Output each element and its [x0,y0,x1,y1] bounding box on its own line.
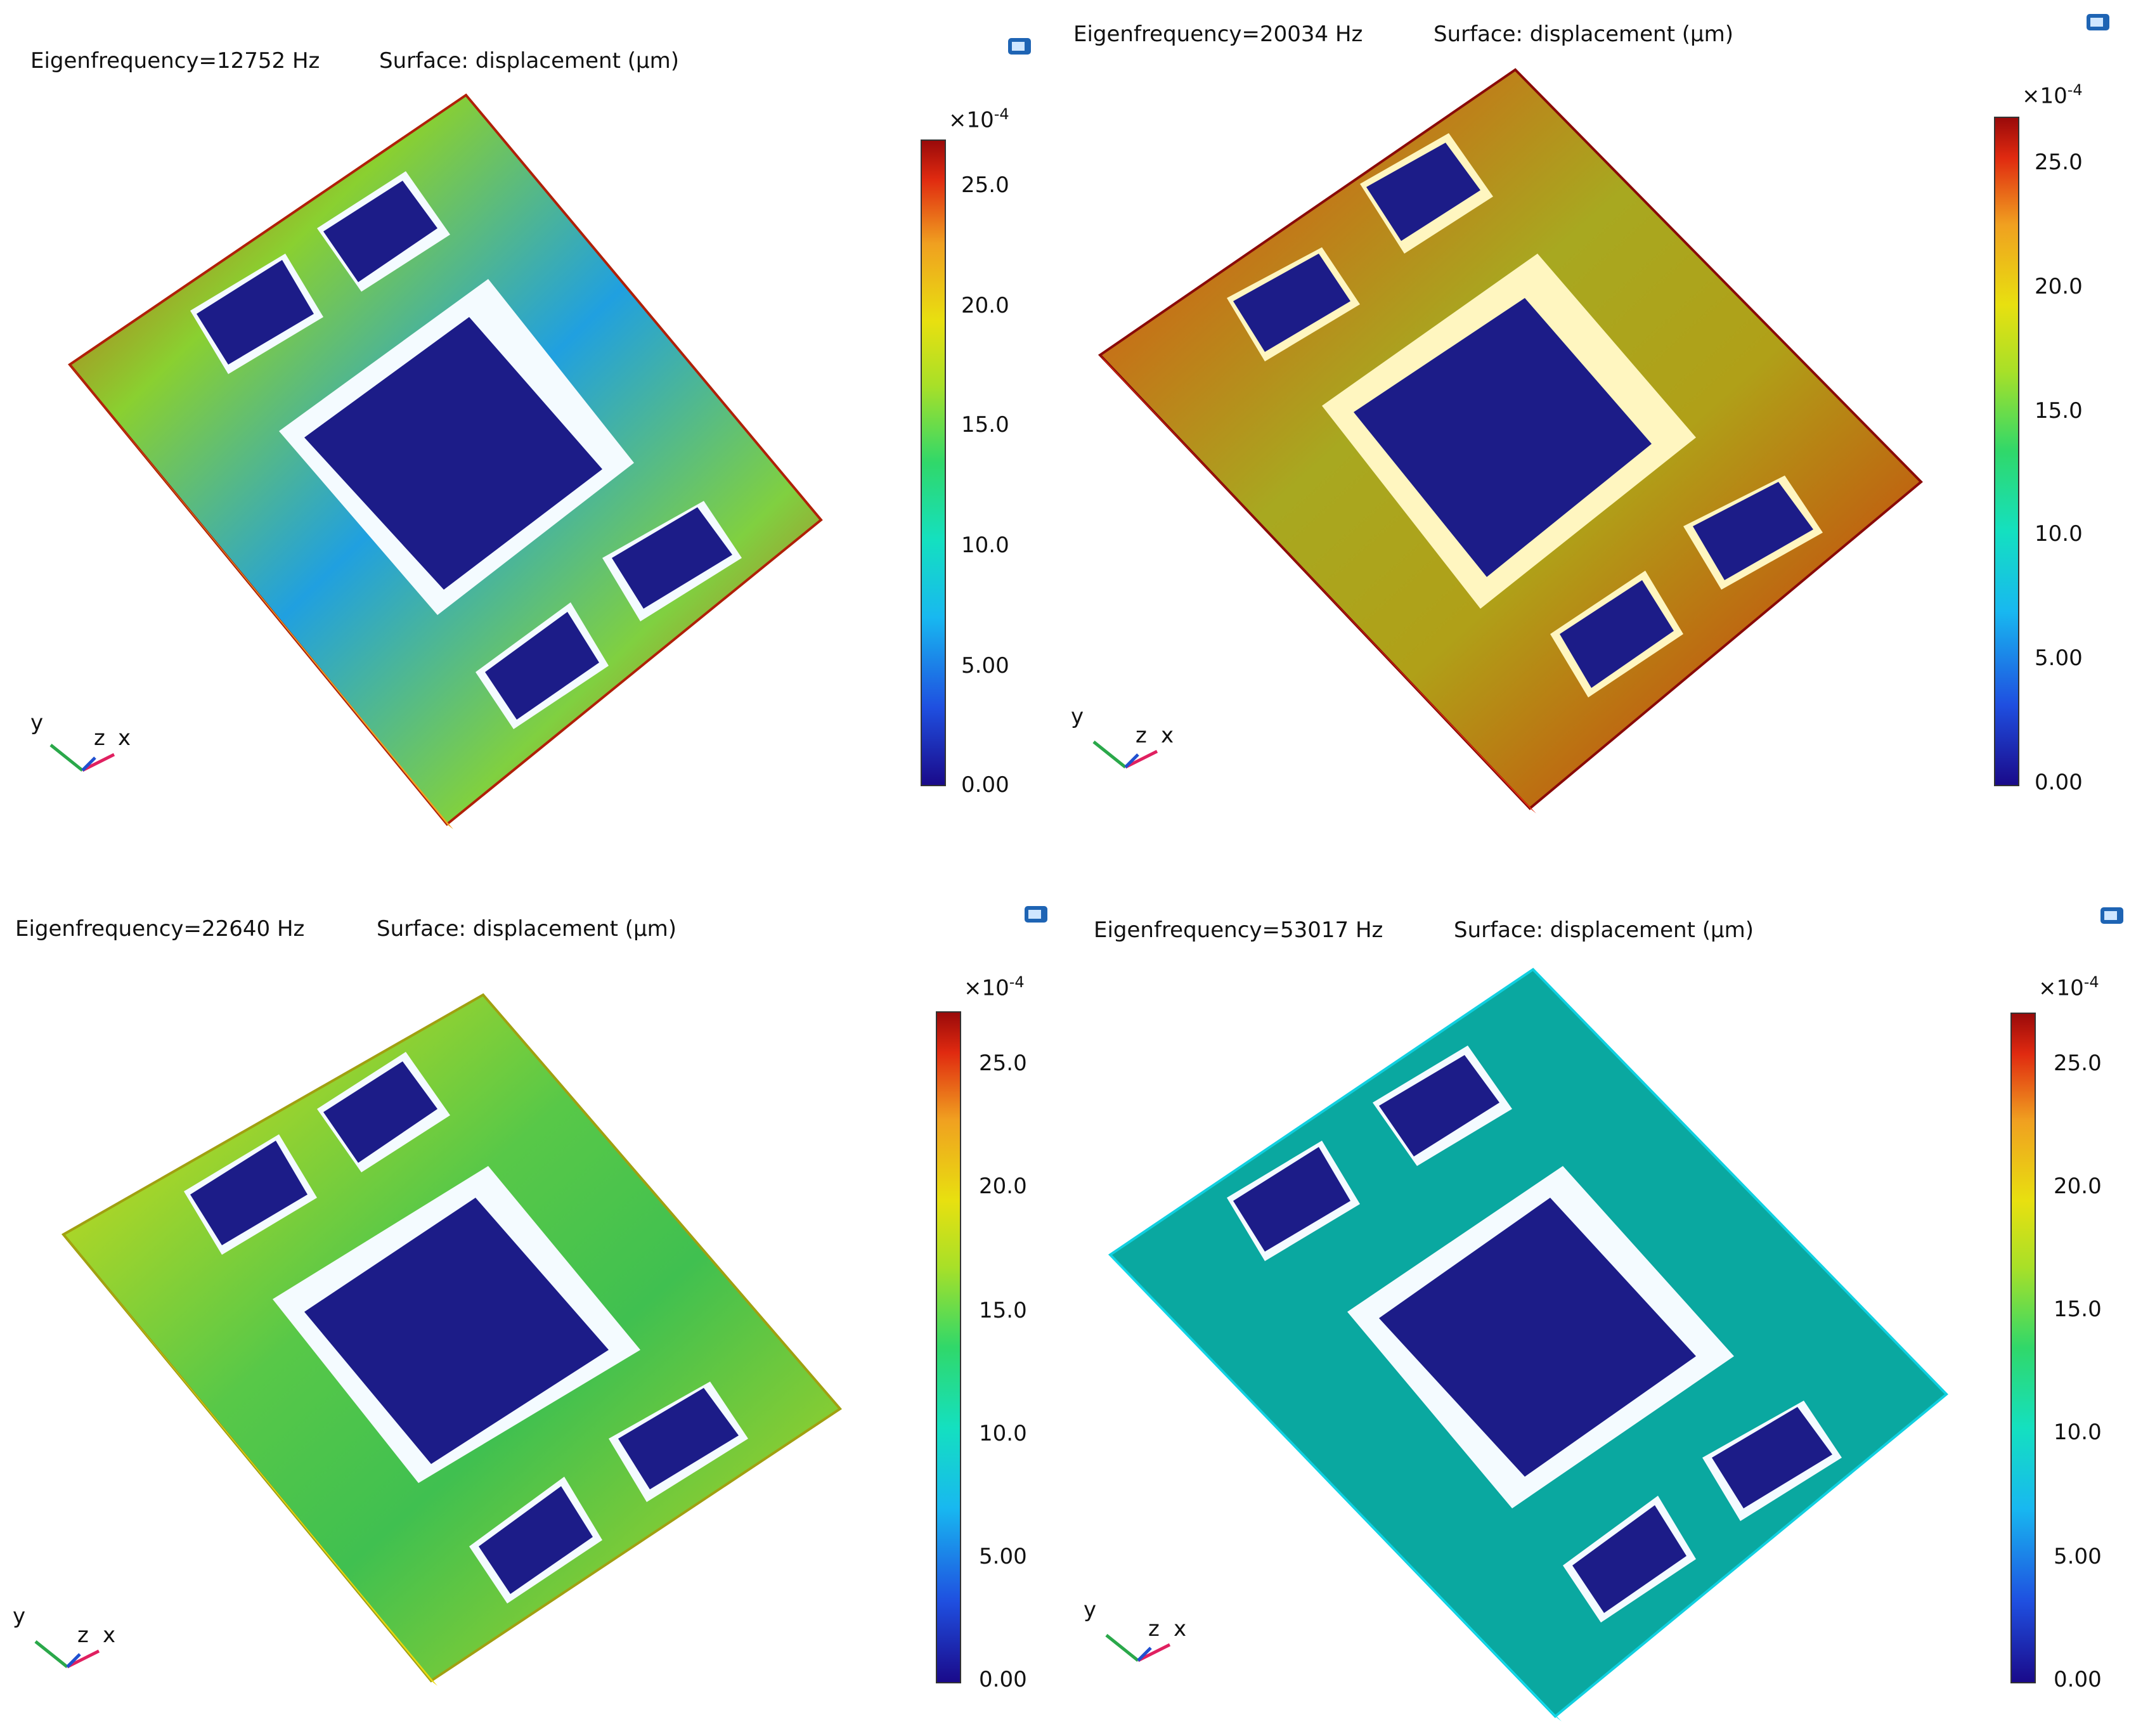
plot-3d-view[interactable] [0,868,1068,1736]
surface-label: Surface: displacement (µm) [1454,917,1754,943]
colorbar [921,139,946,786]
colorbar-tick: 20.0 [979,1174,1027,1199]
colorbar-tick: 20.0 [2054,1174,2102,1199]
camera-icon[interactable] [1023,904,1049,925]
plot-3d-view[interactable] [1068,0,2136,868]
colorbar-tick: 10.0 [961,533,1009,558]
pad-top-comb [1379,1055,1499,1156]
pad-top-comb [323,181,437,282]
colorbar-tick: 10.0 [979,1421,1027,1446]
comb-array [304,1198,609,1464]
axis-z-label: z [1148,1616,1160,1642]
axis-x-label: x [103,1623,116,1648]
colorbar-scale: ×10-4 [2038,973,2099,1001]
colorbar-tick: 20.0 [961,293,1009,318]
colorbar-tick: 0.00 [2035,770,2083,795]
result-panel-1: Eigenfrequency=12752 Hz Surface: displac… [0,0,1068,868]
plot-3d-view[interactable] [1068,868,2136,1736]
axis-y-label: y [13,1603,26,1629]
colorbar-tick: 25.0 [979,1051,1027,1076]
pad-bottom-comb [1572,1505,1686,1613]
axis-x-label: x [1161,723,1174,748]
axis-triad: y z x [1068,704,1195,786]
eigenfrequency-label: Eigenfrequency=12752 Hz [30,48,320,74]
pad-bottom-comb [479,1486,593,1594]
colorbar-tick: 10.0 [2054,1420,2102,1445]
pad-left-comb [190,1141,307,1245]
axis-x-label: x [1174,1616,1187,1642]
axis-x-label: x [118,725,131,751]
colorbar [1994,117,2019,786]
axis-z-label: z [77,1623,89,1648]
colorbar-scale: ×10-4 [2022,81,2083,109]
pad-top-comb [323,1061,437,1163]
colorbar-tick: 5.00 [2035,645,2083,671]
camera-icon[interactable] [1007,36,1032,57]
camera-icon[interactable] [2099,905,2125,926]
eigenfrequency-label: Eigenfrequency=22640 Hz [15,916,305,942]
colorbar-scale: ×10-4 [948,105,1009,133]
eigenfrequency-label: Eigenfrequency=20034 Hz [1073,22,1363,47]
pad-right-comb [618,1388,739,1489]
axis-z-label: z [94,725,105,751]
axis-y-label: y [1071,704,1084,729]
surface-label: Surface: displacement (µm) [1434,22,1734,47]
axis-z-label: z [1136,723,1147,748]
colorbar-tick: 5.00 [961,653,1009,678]
surface-label: Surface: displacement (µm) [377,916,677,942]
surface-label: Surface: displacement (µm) [379,48,680,74]
colorbar-tick: 5.00 [979,1544,1027,1569]
result-panel-2: Eigenfrequency=20034 Hz Surface: displac… [1068,0,2136,868]
pad-left-comb [1233,254,1350,352]
colorbar-tick: 15.0 [2035,398,2083,424]
pad-bottom-comb [485,612,599,720]
comb-array [304,317,602,590]
colorbar [936,1011,961,1683]
plot-3d-view[interactable] [0,0,1068,868]
axis-triad: y z x [1081,1597,1208,1680]
pad-right-comb [1712,1407,1832,1508]
axis-y-label: y [1084,1597,1097,1623]
pad-right-comb [612,507,732,609]
colorbar-tick: 15.0 [979,1298,1027,1323]
axis-triad: y z x [10,1603,137,1686]
colorbar-tick: 0.00 [961,772,1009,798]
colorbar-tick: 25.0 [2035,150,2083,175]
comb-array [1379,1198,1696,1477]
eigenfrequency-label: Eigenfrequency=53017 Hz [1094,917,1383,943]
axis-y-label: y [30,710,44,735]
colorbar-scale: ×10-4 [964,973,1025,1001]
colorbar-tick: 15.0 [961,412,1009,437]
colorbar-tick: 10.0 [2035,521,2083,547]
colorbar [2010,1013,2036,1683]
colorbar-tick: 5.00 [2054,1544,2102,1569]
result-panel-3: Eigenfrequency=22640 Hz Surface: displac… [0,868,1068,1736]
camera-icon[interactable] [2085,11,2111,33]
pad-top-comb [1366,143,1480,241]
axis-triad: y z x [25,710,152,793]
pad-right-comb [1693,482,1813,580]
colorbar-tick: 0.00 [2054,1667,2102,1692]
colorbar-tick: 0.00 [979,1667,1027,1692]
colorbar-tick: 25.0 [2054,1051,2102,1076]
colorbar-tick: 20.0 [2035,274,2083,299]
pad-left-comb [1233,1147,1350,1252]
colorbar-tick: 15.0 [2054,1297,2102,1322]
comb-array [1354,298,1652,577]
result-panel-4: Eigenfrequency=53017 Hz Surface: displac… [1068,868,2136,1736]
colorbar-tick: 25.0 [961,172,1009,198]
pad-bottom-comb [1560,580,1674,688]
pad-left-comb [197,260,314,365]
